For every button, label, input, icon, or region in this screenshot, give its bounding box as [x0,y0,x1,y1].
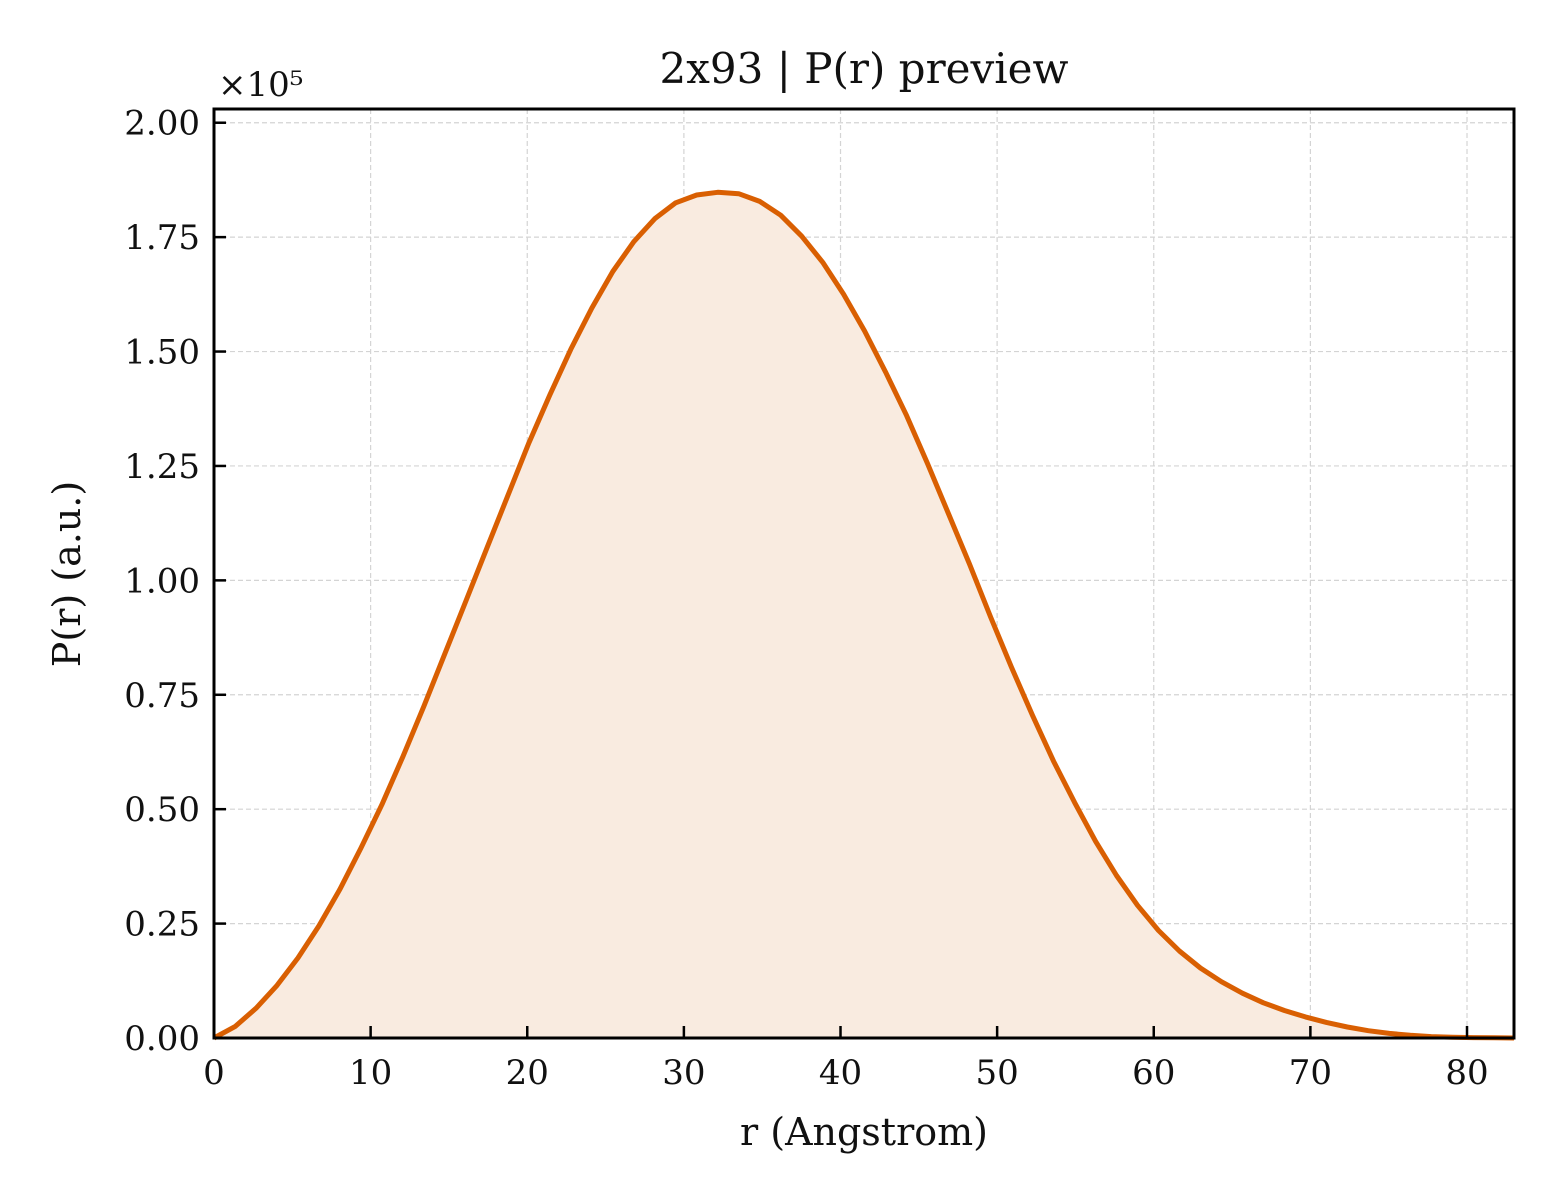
axis-ticks: 0 10 20 30 40 50 60 70 80 0.00 0.25 0.50 0.75 1.00 1.2… [124,104,1488,1093]
distribution-line [212,189,1515,1041]
y-tick-label: 2.00 [124,104,200,144]
x-tick-label: 10 [349,1053,392,1093]
x-tick-label: 70 [1289,1053,1332,1093]
x-tick-label: 30 [662,1053,705,1093]
x-tick-label: 0 [203,1053,225,1093]
y-tick-label: 1.00 [124,561,200,601]
y-axis-multiplier: ×10⁵ [218,65,303,105]
y-tick-label: 1.50 [124,333,200,373]
y-tick-label: 1.75 [124,218,200,258]
y-axis-label: P(r) (a.u.) [45,481,89,667]
distribution-area-fill [214,192,1514,1039]
y-tick-label: 0.75 [124,676,200,716]
plot-frame [212,107,1516,1040]
y-tick-label: 0.25 [124,905,200,945]
x-axis-label: r (Angstrom) [740,1110,988,1154]
x-tick-label: 60 [1132,1053,1175,1093]
chart-title: 2x93 | P(r) preview [660,44,1069,93]
x-tick-label: 40 [819,1053,862,1093]
y-tick-label: 1.25 [124,447,200,487]
x-tick-label: 80 [1445,1053,1488,1093]
x-tick-label: 20 [506,1053,549,1093]
y-tick-label: 0.50 [124,790,200,830]
plot-area [212,189,1515,1041]
x-tick-label: 50 [975,1053,1018,1093]
y-tick-label: 0.00 [124,1019,200,1059]
